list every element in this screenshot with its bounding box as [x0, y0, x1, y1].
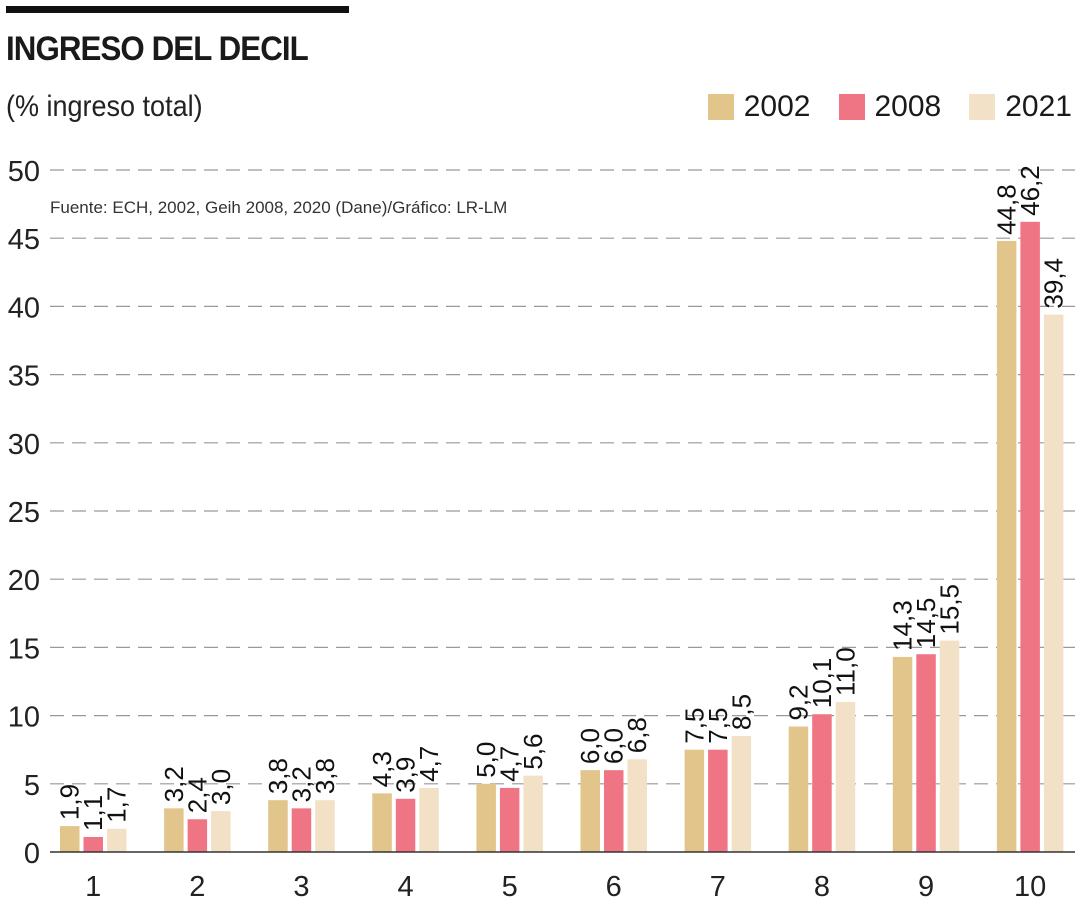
data-label: 1,9 [55, 784, 85, 820]
bar-2008-decil-10 [1020, 221, 1040, 852]
x-tick-label: 2 [189, 871, 205, 900]
data-label: 6,0 [599, 728, 629, 764]
title-rule [6, 6, 349, 13]
data-label: 4,3 [367, 751, 397, 787]
x-tick-label: 7 [710, 871, 726, 900]
data-label: 14,3 [888, 600, 918, 651]
data-label: 7,5 [703, 708, 733, 744]
data-label: 15,5 [935, 584, 965, 635]
source-note: Fuente: ECH, 2002, Geih 2008, 2020 (Dane… [50, 198, 507, 217]
bar-2002-decil-1 [60, 826, 80, 852]
data-label: 8,5 [726, 694, 756, 730]
legend-item-2008: 2008 [838, 90, 942, 124]
bar-2002-decil-6 [580, 770, 600, 852]
y-tick-label: 45 [8, 224, 40, 256]
bar-2008-decil-2 [187, 819, 208, 852]
bar-2021-decil-10 [1043, 314, 1064, 853]
data-label: 3,8 [310, 758, 340, 794]
legend-swatch [707, 94, 734, 120]
data-label: 44,8 [992, 184, 1022, 235]
bar-2002-decil-3 [268, 800, 288, 852]
bar-2021-decil-8 [835, 701, 856, 852]
bar-2021-decil-5 [523, 775, 543, 852]
legend-label: 2021 [1005, 90, 1072, 123]
legend: 2002 2008 2021 [707, 90, 1072, 124]
data-label: 4,7 [414, 746, 444, 782]
legend-swatch [838, 94, 865, 120]
x-tick-label: 5 [502, 871, 518, 900]
data-label: 3,0 [206, 769, 236, 805]
bar-2008-decil-7 [708, 749, 728, 852]
y-tick-label: 5 [24, 770, 40, 802]
bar-2008-decil-8 [812, 714, 832, 852]
y-tick-label: 15 [8, 633, 40, 665]
data-label: 4,7 [495, 746, 525, 782]
y-tick-label: 30 [8, 429, 40, 461]
x-tick-label: 8 [814, 871, 830, 900]
bar-2002-decil-7 [684, 749, 705, 852]
bar-2008-decil-3 [291, 808, 312, 852]
data-label: 11,0 [830, 647, 860, 696]
y-tick-label: 0 [24, 838, 40, 870]
bar-2021-decil-4 [419, 787, 439, 852]
bar-2021-decil-3 [315, 800, 335, 852]
x-tick-label: 4 [397, 871, 413, 900]
x-tick-label: 3 [293, 871, 309, 900]
data-label: 7,5 [679, 708, 709, 744]
data-label: 3,9 [391, 757, 421, 793]
bar-2008-decil-9 [916, 654, 936, 852]
data-label: 46,2 [1015, 165, 1045, 216]
legend-item-2021: 2021 [969, 90, 1072, 124]
data-label: 3,8 [263, 758, 293, 794]
chart-title: INGRESO DEL DECIL [6, 30, 309, 68]
bar-2021-decil-9 [939, 640, 960, 852]
y-tick-label: 35 [8, 361, 40, 393]
bar-2002-decil-8 [788, 726, 809, 852]
bar-2008-decil-5 [499, 787, 520, 852]
x-tick-label: 6 [606, 871, 622, 900]
x-tick-label: 1 [85, 871, 101, 900]
y-tick-label: 20 [8, 565, 40, 597]
y-tick-label: 10 [8, 702, 40, 734]
bar-2021-decil-2 [211, 811, 231, 852]
bar-2002-decil-5 [476, 783, 496, 852]
bar-2021-decil-7 [731, 736, 752, 852]
data-label: 5,0 [471, 742, 501, 778]
x-tick-label: 9 [918, 871, 934, 900]
bar-2002-decil-10 [996, 240, 1017, 853]
data-label: 6,0 [575, 728, 605, 764]
bar-2002-decil-4 [372, 793, 392, 852]
legend-label: 2008 [874, 90, 942, 123]
data-label: 14,5 [911, 598, 941, 649]
data-label: 5,6 [518, 733, 548, 769]
bar-2021-decil-6 [627, 759, 647, 852]
bar-2008-decil-6 [604, 770, 624, 852]
data-label: 3,2 [286, 766, 316, 802]
data-label: 6,8 [622, 717, 652, 753]
bar-2021-decil-1 [107, 828, 127, 852]
bar-2002-decil-2 [164, 808, 184, 852]
bar-2008-decil-1 [83, 836, 103, 852]
y-tick-label: 40 [8, 292, 40, 324]
y-tick-label: 25 [8, 497, 40, 529]
data-label: 39,4 [1039, 258, 1069, 309]
chart-subtitle: (% ingreso total) [6, 90, 203, 123]
y-tick-label: 50 [8, 156, 40, 188]
data-label: 10,1 [807, 658, 837, 709]
legend-item-2002: 2002 [707, 90, 811, 124]
data-label: 9,2 [783, 684, 813, 720]
data-label: 1,1 [78, 795, 108, 831]
x-tick-label: 10 [1014, 871, 1046, 900]
legend-label: 2002 [743, 90, 811, 123]
legend-swatch [969, 94, 996, 120]
data-label: 1,7 [102, 787, 132, 823]
data-label: 3,2 [159, 766, 189, 802]
bar-2002-decil-9 [892, 656, 913, 852]
data-label: 2,4 [182, 777, 212, 813]
bar-2008-decil-4 [395, 798, 416, 852]
